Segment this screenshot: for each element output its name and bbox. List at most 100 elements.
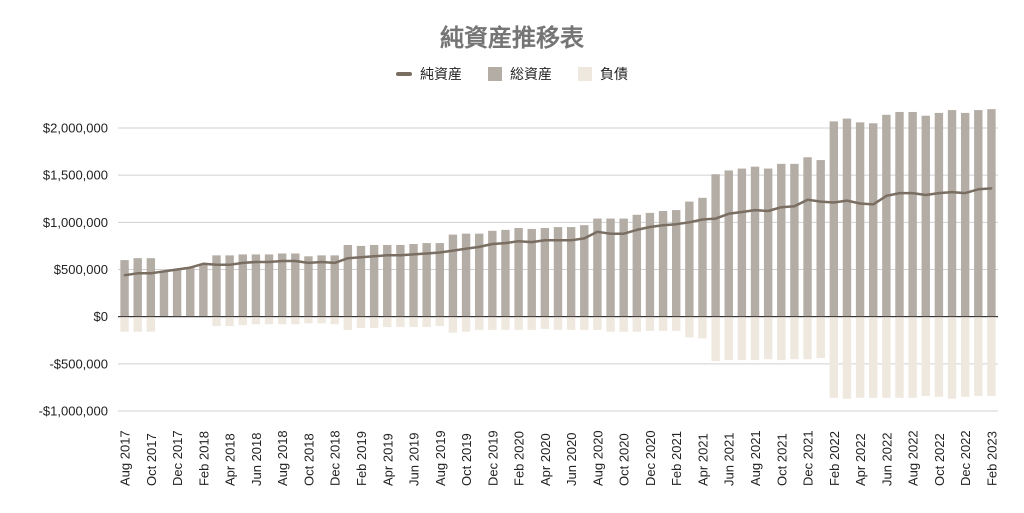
bar-liabilities xyxy=(409,316,418,328)
bar-liabilities xyxy=(763,316,773,360)
bar-total-assets xyxy=(330,255,339,317)
bar-liabilities xyxy=(527,316,536,330)
point-net-worth xyxy=(596,230,599,233)
x-tick-label: Apr 2022 xyxy=(853,433,868,486)
x-tick-label: Oct 2021 xyxy=(774,433,789,486)
point-net-worth xyxy=(819,200,822,203)
x-tick-label: Oct 2019 xyxy=(459,433,474,486)
point-net-worth xyxy=(754,209,757,212)
bar-liabilities xyxy=(882,316,891,398)
point-net-worth xyxy=(622,232,625,235)
x-tick-label: Apr 2021 xyxy=(695,433,710,486)
point-net-worth xyxy=(215,263,218,266)
point-net-worth xyxy=(740,210,743,213)
bar-total-assets xyxy=(133,258,142,317)
bar-total-assets xyxy=(960,112,970,317)
point-net-worth xyxy=(373,255,376,258)
bar-total-assets xyxy=(448,234,458,317)
bar-total-assets xyxy=(501,229,510,317)
point-net-worth xyxy=(478,245,481,248)
point-net-worth xyxy=(346,257,349,260)
x-tick-label: Dec 2018 xyxy=(328,430,343,486)
bar-liabilities xyxy=(869,316,878,398)
y-tick-label: $1,000,000 xyxy=(43,215,108,230)
point-net-worth xyxy=(491,243,494,246)
bar-total-assets xyxy=(737,168,747,317)
bar-liabilities xyxy=(251,316,261,325)
point-net-worth xyxy=(412,253,415,256)
x-tick-label: Oct 2020 xyxy=(617,433,632,486)
bar-total-assets xyxy=(855,122,865,317)
bar-liabilities xyxy=(553,316,563,330)
bar-total-assets xyxy=(921,115,930,317)
bar-liabilities xyxy=(947,316,957,399)
bar-liabilities xyxy=(855,316,865,398)
bar-liabilities xyxy=(908,316,917,398)
bar-liabilities xyxy=(369,316,379,328)
point-net-worth xyxy=(977,188,980,191)
point-net-worth xyxy=(911,192,914,195)
bar-total-assets xyxy=(317,255,326,317)
bar-total-assets xyxy=(934,112,944,317)
bar-total-assets xyxy=(474,233,484,317)
legend-item-total-assets: 総資産 xyxy=(488,64,552,84)
x-tick-label: Dec 2017 xyxy=(170,430,185,486)
point-net-worth xyxy=(872,203,875,206)
bar-total-assets xyxy=(672,210,681,317)
bar-total-assets xyxy=(763,168,773,317)
legend-swatch-liabilities xyxy=(578,67,592,81)
bar-liabilities xyxy=(146,316,156,332)
bar-liabilities xyxy=(291,316,300,325)
y-tick-label: $2,000,000 xyxy=(43,121,108,136)
point-net-worth xyxy=(543,239,546,242)
bar-liabilities xyxy=(514,316,523,330)
point-net-worth xyxy=(451,249,454,252)
legend-item-liabilities: 負債 xyxy=(578,64,628,84)
point-net-worth xyxy=(189,266,192,269)
bar-liabilities xyxy=(593,316,602,330)
bar-liabilities xyxy=(277,316,287,325)
bar-total-assets xyxy=(593,218,602,317)
bar-total-assets xyxy=(777,163,786,317)
bar-total-assets xyxy=(750,166,760,317)
legend-label-liabilities: 負債 xyxy=(600,67,628,83)
bar-liabilities xyxy=(737,316,747,361)
bar-liabilities xyxy=(580,316,589,330)
point-net-worth xyxy=(425,252,428,255)
point-net-worth xyxy=(688,221,691,224)
bar-liabilities xyxy=(461,316,471,332)
legend-swatch-total-assets xyxy=(488,67,502,81)
bar-liabilities xyxy=(750,316,760,361)
bar-total-assets xyxy=(396,244,405,317)
x-tick-label: Aug 2017 xyxy=(118,430,133,486)
bar-liabilities xyxy=(987,316,996,396)
point-net-worth xyxy=(859,202,862,205)
bar-total-assets xyxy=(619,218,628,317)
bar-liabilities xyxy=(501,316,510,330)
bar-total-assets xyxy=(803,157,812,317)
legend-label-net-worth: 純資産 xyxy=(420,67,462,83)
bar-liabilities xyxy=(120,316,129,332)
bar-total-assets xyxy=(120,260,129,317)
bar-total-assets xyxy=(790,163,799,317)
point-net-worth xyxy=(714,217,717,220)
x-tick-label: Feb 2023 xyxy=(984,431,999,486)
bar-total-assets xyxy=(553,227,563,317)
bar-liabilities xyxy=(658,316,668,331)
point-net-worth xyxy=(898,192,901,195)
x-tick-label: Aug 2020 xyxy=(590,430,605,486)
point-net-worth xyxy=(123,274,126,277)
point-net-worth xyxy=(268,260,271,263)
bar-liabilities xyxy=(895,316,904,398)
bar-liabilities xyxy=(133,316,142,332)
bar-total-assets xyxy=(383,244,392,317)
chart-title: 純資産推移表 xyxy=(440,24,584,52)
x-tick-label: Aug 2019 xyxy=(433,430,448,486)
bar-total-assets xyxy=(422,243,431,317)
point-net-worth xyxy=(990,187,993,190)
point-net-worth xyxy=(504,242,507,245)
bar-total-assets xyxy=(974,110,983,317)
bar-liabilities xyxy=(685,316,694,338)
x-tick-label: Jun 2022 xyxy=(879,433,894,487)
